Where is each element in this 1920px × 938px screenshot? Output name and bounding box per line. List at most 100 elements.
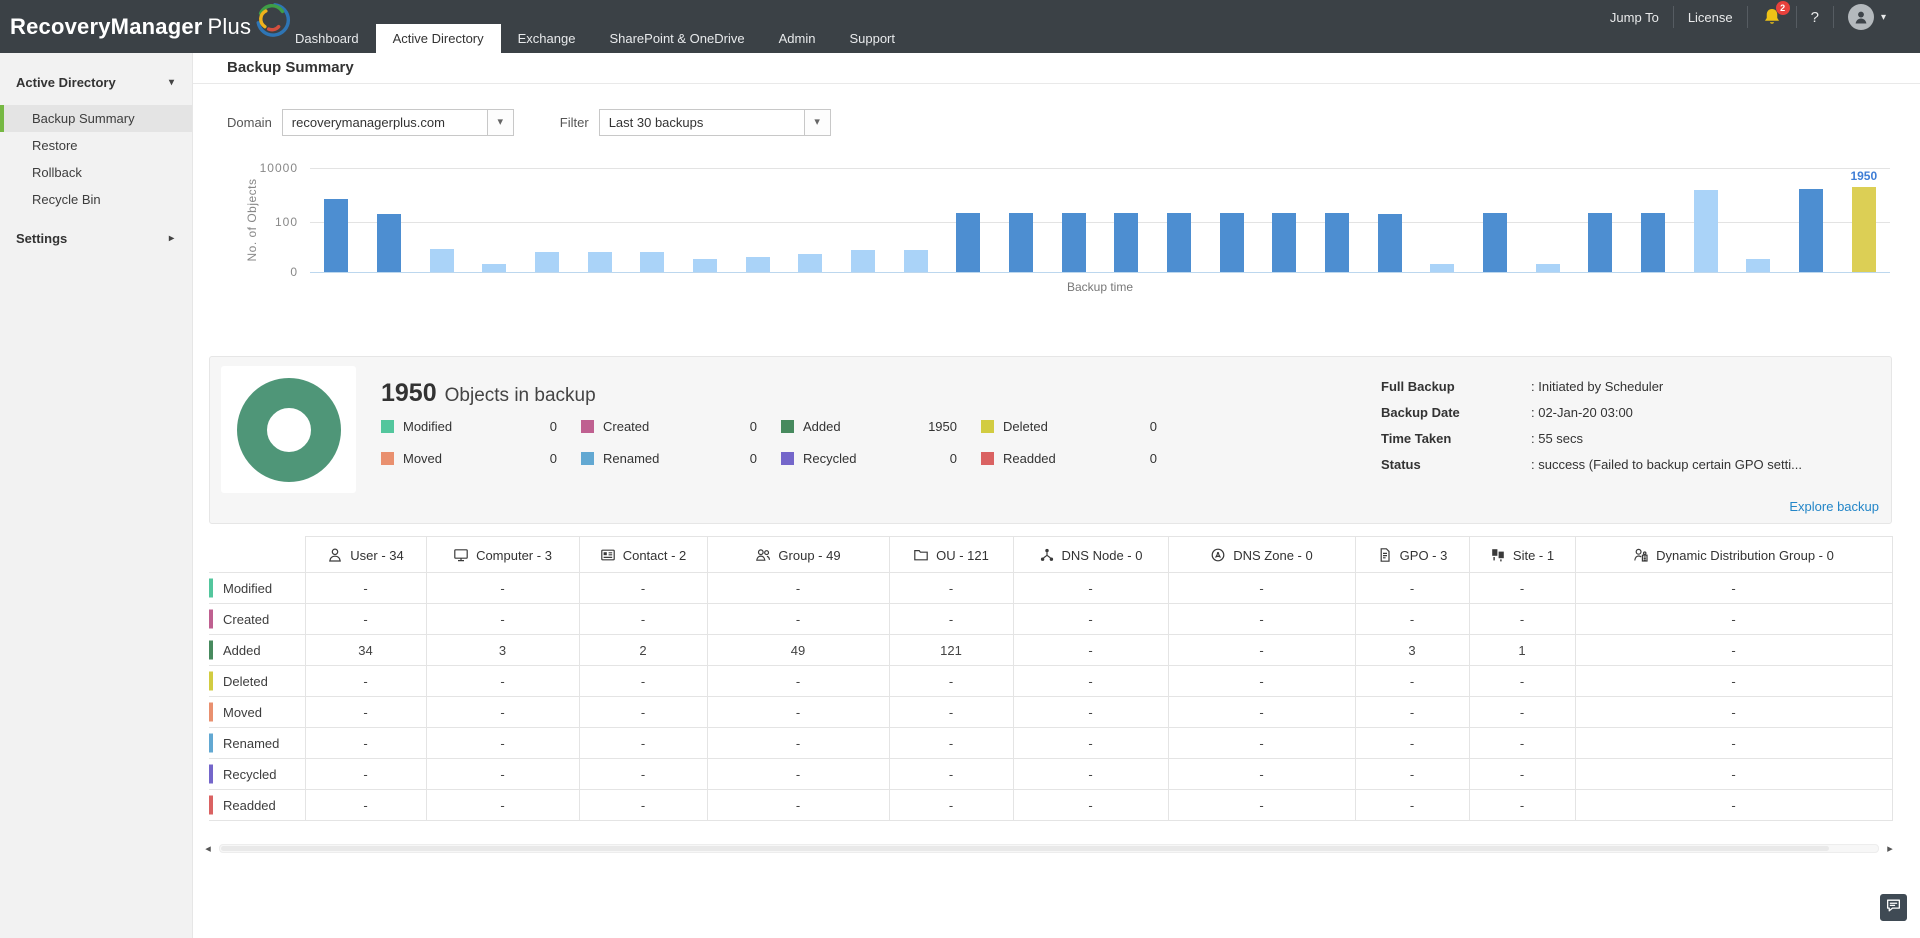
tab-sharepoint-onedrive[interactable]: SharePoint & OneDrive xyxy=(609,31,745,46)
bar-slot-17[interactable] xyxy=(1153,168,1206,272)
table-cell: - xyxy=(1574,634,1893,666)
readded-indicator xyxy=(209,795,213,815)
bar-slot-7[interactable] xyxy=(626,168,679,272)
table-cell: - xyxy=(578,603,708,635)
sidebar-item-backup-summary[interactable]: Backup Summary xyxy=(0,105,192,132)
table-cell: - xyxy=(1468,665,1576,697)
bar-slot-21[interactable] xyxy=(1363,168,1416,272)
bar-slot-24[interactable] xyxy=(1521,168,1574,272)
legend-label: Recycled xyxy=(803,451,857,466)
domain-select[interactable]: recoverymanagerplus.com ▾ xyxy=(281,109,514,136)
help-icon: ? xyxy=(1810,8,1819,26)
scroll-right-icon[interactable]: ▸ xyxy=(1887,843,1893,855)
chevron-down-icon: ▾ xyxy=(168,77,174,88)
table-cell: - xyxy=(1354,572,1470,604)
tab-active-directory[interactable]: Active Directory xyxy=(375,24,501,53)
bar-slot-26[interactable] xyxy=(1627,168,1680,272)
scroll-left-icon[interactable]: ◂ xyxy=(205,843,211,855)
bar-slot-9[interactable] xyxy=(731,168,784,272)
table-cell: - xyxy=(425,789,580,821)
table-cell: - xyxy=(1354,665,1470,697)
row-label-text: Readded xyxy=(223,797,276,813)
legend-item-deleted: Deleted 0 xyxy=(981,419,1181,434)
bar-slot-15[interactable] xyxy=(1047,168,1100,272)
legend-item-created: Created 0 xyxy=(581,419,781,434)
bar-slot-1[interactable] xyxy=(310,168,363,272)
bar-slot-27[interactable] xyxy=(1679,168,1732,272)
table-cell: - xyxy=(1167,727,1356,759)
table-cell: - xyxy=(1468,572,1576,604)
table-cell: - xyxy=(1012,572,1169,604)
bar-slot-11[interactable] xyxy=(837,168,890,272)
bar-slot-30[interactable]: 1950 xyxy=(1837,168,1890,272)
bar-slot-28[interactable] xyxy=(1732,168,1785,272)
domain-select-value: recoverymanagerplus.com xyxy=(291,115,445,130)
tab-exchange[interactable]: Exchange xyxy=(517,31,576,46)
sidebar-item-rollback[interactable]: Rollback xyxy=(32,165,82,180)
backup-summary-card: 1950 Objects in backup Modified 0 Created 0… xyxy=(209,356,1892,524)
table-cell: - xyxy=(706,603,890,635)
info-label: Full Backup xyxy=(1381,379,1455,394)
account-menu[interactable]: ▾ xyxy=(1832,4,1900,30)
bar-slot-22[interactable] xyxy=(1416,168,1469,272)
table-cell: - xyxy=(1167,696,1356,728)
bar-slot-16[interactable] xyxy=(1100,168,1153,272)
tab-dashboard[interactable]: Dashboard xyxy=(295,31,359,46)
row-label-created: Created xyxy=(209,603,306,635)
sidebar-section-active-directory[interactable]: Active Directory ▾ xyxy=(0,75,192,90)
table-cell: - xyxy=(1468,789,1576,821)
bar-slot-19[interactable] xyxy=(1258,168,1311,272)
feedback-chat-button[interactable] xyxy=(1880,894,1907,921)
bar-slot-23[interactable] xyxy=(1469,168,1522,272)
table-cell: - xyxy=(425,572,580,604)
bar xyxy=(1799,189,1824,272)
bar-slot-29[interactable] xyxy=(1785,168,1838,272)
tab-support[interactable]: Support xyxy=(849,31,895,46)
jump-to-button[interactable]: Jump To xyxy=(1609,9,1659,25)
legend-item-added: Added 1950 xyxy=(781,419,981,434)
bar-slot-8[interactable] xyxy=(679,168,732,272)
bar-slot-5[interactable] xyxy=(521,168,574,272)
bar-slot-14[interactable] xyxy=(995,168,1048,272)
donut-chart-box xyxy=(221,366,356,493)
ddg-icon xyxy=(1633,547,1649,563)
bar-slot-2[interactable] xyxy=(363,168,416,272)
site-icon xyxy=(1490,547,1506,563)
bar-slot-12[interactable] xyxy=(889,168,942,272)
main-content: Backup Summary Domain recoverymanagerplu… xyxy=(193,53,1920,938)
scrollbar-track[interactable] xyxy=(219,844,1879,853)
info-label: Time Taken xyxy=(1381,431,1452,446)
recycled-indicator xyxy=(209,764,213,784)
bar-slot-10[interactable] xyxy=(784,168,837,272)
bar-slot-18[interactable] xyxy=(1205,168,1258,272)
tab-admin[interactable]: Admin xyxy=(778,31,816,46)
scrollbar-thumb[interactable] xyxy=(221,846,1830,851)
bar-slot-4[interactable] xyxy=(468,168,521,272)
bar-slot-13[interactable] xyxy=(942,168,995,272)
column-header-computer-3: Computer - 3 xyxy=(425,536,580,573)
x-axis-label: Backup time xyxy=(1066,280,1134,294)
backup-filter-select[interactable]: Last 30 backups ▾ xyxy=(598,109,831,136)
notifications-button[interactable]: 2 xyxy=(1746,1,1796,28)
bar xyxy=(324,199,349,272)
license-button[interactable]: License xyxy=(1672,6,1747,28)
table-cell: - xyxy=(425,758,580,790)
legend-value: 0 xyxy=(549,419,557,434)
table-cell: - xyxy=(304,665,427,697)
help-button[interactable]: ? xyxy=(1795,6,1833,28)
contact-icon xyxy=(600,547,616,563)
user-avatar-icon xyxy=(1847,4,1874,30)
bar-slot-25[interactable] xyxy=(1574,168,1627,272)
sidebar-item-settings[interactable]: Settings ▸ xyxy=(0,231,192,246)
table-cell: - xyxy=(888,696,1014,728)
explore-backup-link[interactable]: Explore backup xyxy=(1789,499,1879,514)
operation-legend: Modified 0 Created 0 Added 1950 Deleted 0 Moved 0… xyxy=(381,419,1181,466)
table-cell: - xyxy=(1012,789,1169,821)
sidebar-item-restore[interactable]: Restore xyxy=(32,138,78,153)
table-cell: - xyxy=(1354,696,1470,728)
bar-slot-3[interactable] xyxy=(415,168,468,272)
sidebar-item-recycle-bin[interactable]: Recycle Bin xyxy=(32,192,101,207)
bar-slot-20[interactable] xyxy=(1311,168,1364,272)
bar xyxy=(587,252,612,272)
bar-slot-6[interactable] xyxy=(573,168,626,272)
